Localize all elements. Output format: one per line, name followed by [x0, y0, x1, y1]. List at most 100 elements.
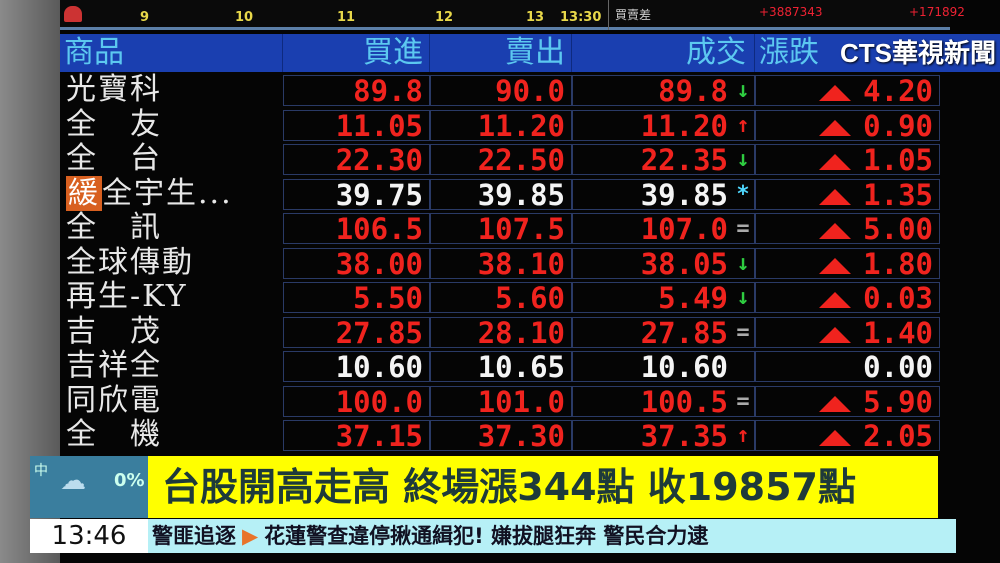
stat-label: 買賣差: [615, 8, 652, 22]
up-triangle-icon: [819, 188, 852, 205]
intraday-chart-strip: 9 10 11 12 13 13:30 買賣差 +3887343 +171892: [60, 0, 965, 30]
price-change: 5.90: [755, 384, 940, 419]
time-tick: 9: [140, 10, 150, 25]
stock-name-text: 吉祥全: [66, 348, 162, 383]
direction-icon: =: [736, 388, 750, 414]
warning-tag: 緩: [66, 175, 102, 211]
ask-price: 22.50: [430, 144, 572, 176]
table-row: 全 友 11.05 11.20 11.20 ↑ 0.90: [60, 106, 1000, 143]
bid-price: 11.05: [283, 109, 430, 141]
stock-name-text: 全 友: [66, 106, 162, 142]
change-value: 1.40: [863, 315, 933, 350]
direction-icon: ↑: [736, 423, 750, 448]
price-change: 1.80: [755, 246, 940, 281]
up-triangle-icon: [819, 326, 852, 343]
table-row: 吉 茂 27.85 28.10 27.85 = 1.40: [60, 314, 1000, 350]
stock-name: 全 機: [66, 418, 162, 452]
trade-price-text: 37.35: [640, 419, 728, 453]
table-row: 全 台 22.30 22.50 22.35 ↓ 1.05: [60, 142, 1000, 176]
table-row: 全球傳動 38.00 38.10 38.05 ↓ 1.80: [60, 245, 1000, 281]
trade-price: 107.0 =: [572, 212, 755, 246]
ask-price: 38.10: [430, 247, 572, 279]
change-value: 1.80: [863, 246, 933, 281]
rain-chance: 0%: [114, 470, 145, 491]
price-change: 0.00: [755, 350, 940, 384]
market-stats: 買賣差 +3887343 +171892: [608, 0, 1000, 30]
table-row: 全 訊 106.5 107.5 107.0 = 5.00: [60, 211, 1000, 245]
bid-price: 39.75: [283, 178, 430, 210]
table-row: 光寶科 89.8 90.0 89.8 ↓ 4.20: [60, 73, 1000, 107]
trade-price: 5.49 ↓: [572, 281, 755, 315]
stat-value: +3887343: [759, 5, 823, 19]
trade-price-text: 11.20: [640, 108, 728, 143]
trade-price: 100.5 =: [572, 384, 755, 419]
price-change: 5.00: [755, 213, 940, 245]
stock-name: 全 友: [66, 106, 162, 142]
stock-name-text: 全宇生...: [102, 175, 233, 211]
trade-price-text: 89.8: [658, 74, 728, 108]
news-ticker: 13:46 警匪追逐 ▶ 花蓮警查違停揪通緝犯! 嫌拔腿狂奔 警民合力逮: [30, 519, 956, 553]
stock-name-text: 再生-KY: [66, 279, 188, 314]
trade-price-text: 22.35: [640, 143, 728, 177]
ask-price: 10.65: [430, 351, 572, 383]
table-row: 吉祥全 10.60 10.65 10.60 0.00: [60, 349, 1000, 383]
change-value: 4.20: [863, 74, 933, 108]
stock-name: 同欣電: [66, 382, 162, 418]
headline-banner: 台股開高走高 終場漲344點 收19857點: [148, 456, 938, 518]
ask-price: 5.60: [430, 282, 572, 314]
header-product: 商品: [60, 34, 283, 72]
bid-price: 27.85: [283, 316, 430, 348]
up-triangle-icon: [819, 154, 852, 170]
bid-price: 5.50: [283, 282, 430, 314]
trade-price-text: 100.5: [640, 384, 728, 419]
up-triangle-icon: [819, 257, 852, 274]
change-value: 2.05: [863, 419, 933, 453]
ask-price: 11.20: [430, 109, 572, 141]
price-change: 1.40: [755, 315, 940, 350]
ask-price: 90.0: [430, 75, 572, 107]
price-change: 1.35: [755, 178, 940, 210]
ticker-category: 警匪追逐: [152, 524, 236, 548]
header-change: 漲跌: [759, 35, 819, 70]
trade-price-text: 38.05: [640, 246, 728, 281]
trade-price: 38.05 ↓: [572, 246, 755, 281]
trade-price-text: 107.0: [640, 212, 728, 246]
weather-widget: 中 ☁ 0%: [30, 456, 148, 518]
time-tick: 11: [337, 10, 356, 25]
up-triangle-icon: [819, 119, 852, 136]
trade-price-text: 39.85: [640, 177, 728, 212]
table-row: 全 機 37.15 37.30 37.35 ↑ 2.05: [60, 418, 1000, 452]
price-change: 2.05: [755, 419, 940, 453]
stat-value: +171892: [909, 5, 965, 19]
trade-price-text: 27.85: [640, 315, 728, 350]
bid-price: 38.00: [283, 247, 430, 279]
change-value: 0.90: [863, 108, 933, 143]
stock-name: 全 台: [66, 142, 162, 176]
bid-price: 89.8: [283, 75, 430, 107]
change-value: 5.90: [863, 384, 933, 419]
direction-icon: *: [736, 181, 750, 207]
direction-icon: =: [736, 216, 750, 241]
direction-icon: ↓: [736, 147, 750, 172]
change-value: 0.00: [863, 350, 933, 384]
trade-price: 11.20 ↑: [572, 108, 755, 143]
ask-price: 107.5: [430, 213, 572, 245]
stock-name: 吉祥全: [66, 349, 162, 383]
stock-name-text: 全 訊: [66, 210, 162, 245]
direction-icon: ↑: [736, 112, 750, 138]
time-tick: 10: [235, 10, 254, 25]
bid-price: 10.60: [283, 351, 430, 383]
trade-price: 22.35 ↓: [572, 143, 755, 177]
trade-price-text: 5.49: [658, 281, 728, 315]
stock-name: 光寶科: [66, 73, 162, 107]
stock-name-text: 同欣電: [66, 382, 162, 418]
table-row: 同欣電 100.0 101.0 100.5 = 5.90: [60, 382, 1000, 419]
direction-icon: ↓: [736, 78, 750, 103]
change-value: 1.05: [863, 143, 933, 177]
table-header: 商品 買進 賣出 成交 漲跌: [60, 34, 1000, 72]
trade-price: 10.60: [572, 351, 755, 383]
ask-price: 39.85: [430, 178, 572, 210]
table-row: 再生-KY 5.50 5.60 5.49 ↓ 0.03: [60, 280, 1000, 314]
price-change: 0.03: [755, 282, 940, 314]
trade-price: 89.8 ↓: [572, 74, 755, 108]
